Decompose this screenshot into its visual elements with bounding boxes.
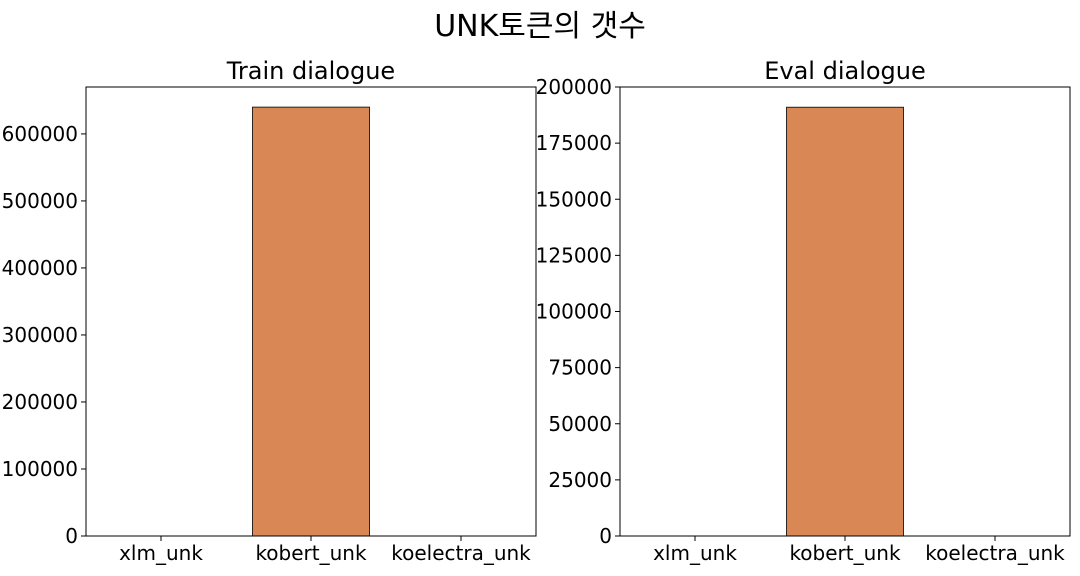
x-tick-label: xlm_unk <box>653 541 737 565</box>
y-tick-label: 300000 <box>2 323 78 347</box>
y-tick-label: 150000 <box>536 187 612 211</box>
y-tick-label: 50000 <box>548 412 612 436</box>
y-tick-label: 200000 <box>2 390 78 414</box>
y-tick-label: 0 <box>65 524 78 548</box>
y-tick-label: 100000 <box>2 457 78 481</box>
y-tick-label: 25000 <box>548 468 612 492</box>
y-tick-label: 500000 <box>2 189 78 213</box>
x-tick-label: kobert_unk <box>789 541 901 565</box>
x-tick-label: koelectra_unk <box>391 541 531 565</box>
y-tick-label: 400000 <box>2 256 78 280</box>
eval-dialogue-chart: Eval dialogue 0 25000 50000 75000 100000 12500… <box>536 57 1071 565</box>
train-dialogue-chart: Train dialogue 0 100000 200000 300000 400000 5… <box>2 57 537 565</box>
bar-kobert-unk <box>786 106 904 537</box>
y-tick-label: 75000 <box>548 356 612 380</box>
x-tick-label: koelectra_unk <box>925 541 1065 565</box>
y-tick-label: 125000 <box>536 243 612 267</box>
y-tick-label: 200000 <box>536 75 612 99</box>
chart-title: Train dialogue <box>226 57 395 85</box>
x-tick-label: kobert_unk <box>255 541 367 565</box>
y-tick-label: 600000 <box>2 122 78 146</box>
figure-title: UNK토큰의 갯수 <box>434 9 646 44</box>
y-tick-label: 0 <box>599 524 612 548</box>
y-tick-label: 100000 <box>536 300 612 324</box>
y-tick-label: 175000 <box>536 131 612 155</box>
bar-kobert-unk <box>252 106 370 537</box>
chart-title: Eval dialogue <box>764 57 926 85</box>
x-tick-label: xlm_unk <box>119 541 203 565</box>
